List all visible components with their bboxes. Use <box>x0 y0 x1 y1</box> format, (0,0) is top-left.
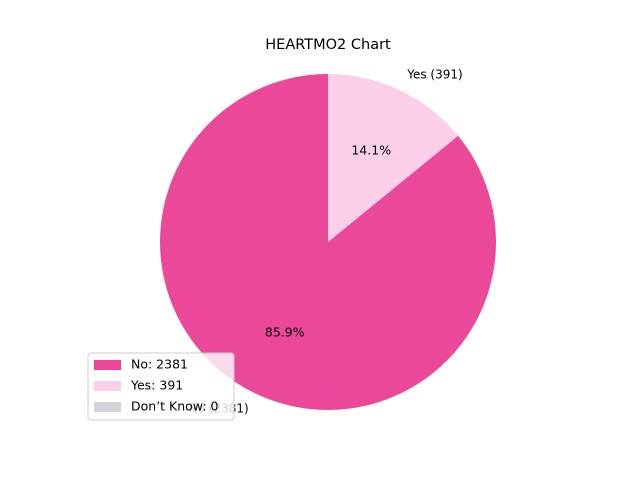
percent-labels: 85.9% 14.1% <box>265 142 391 339</box>
legend-label-yes: Yes: 391 <box>130 378 183 393</box>
legend-swatch-don-t-know <box>94 402 121 412</box>
legend-frame <box>87 352 235 421</box>
percent-label-yes: 14.1% <box>351 142 391 157</box>
percent-label-no: 85.9% <box>265 325 305 340</box>
legend-swatch-yes <box>94 381 121 391</box>
pie-slices <box>159 74 497 410</box>
chart-title: HEARTMO2 Chart <box>265 37 391 53</box>
legend: No: 2381 Yes: 391 Don’t Know: 0 <box>87 352 235 421</box>
pie-slice-yes <box>328 74 459 242</box>
legend-label-don-t-know: Don’t Know: 0 <box>131 399 219 414</box>
legend-swatch-no <box>94 360 121 370</box>
outer-label-yes: Yes (391) <box>406 68 462 82</box>
legend-label-no: No: 2381 <box>131 357 188 372</box>
